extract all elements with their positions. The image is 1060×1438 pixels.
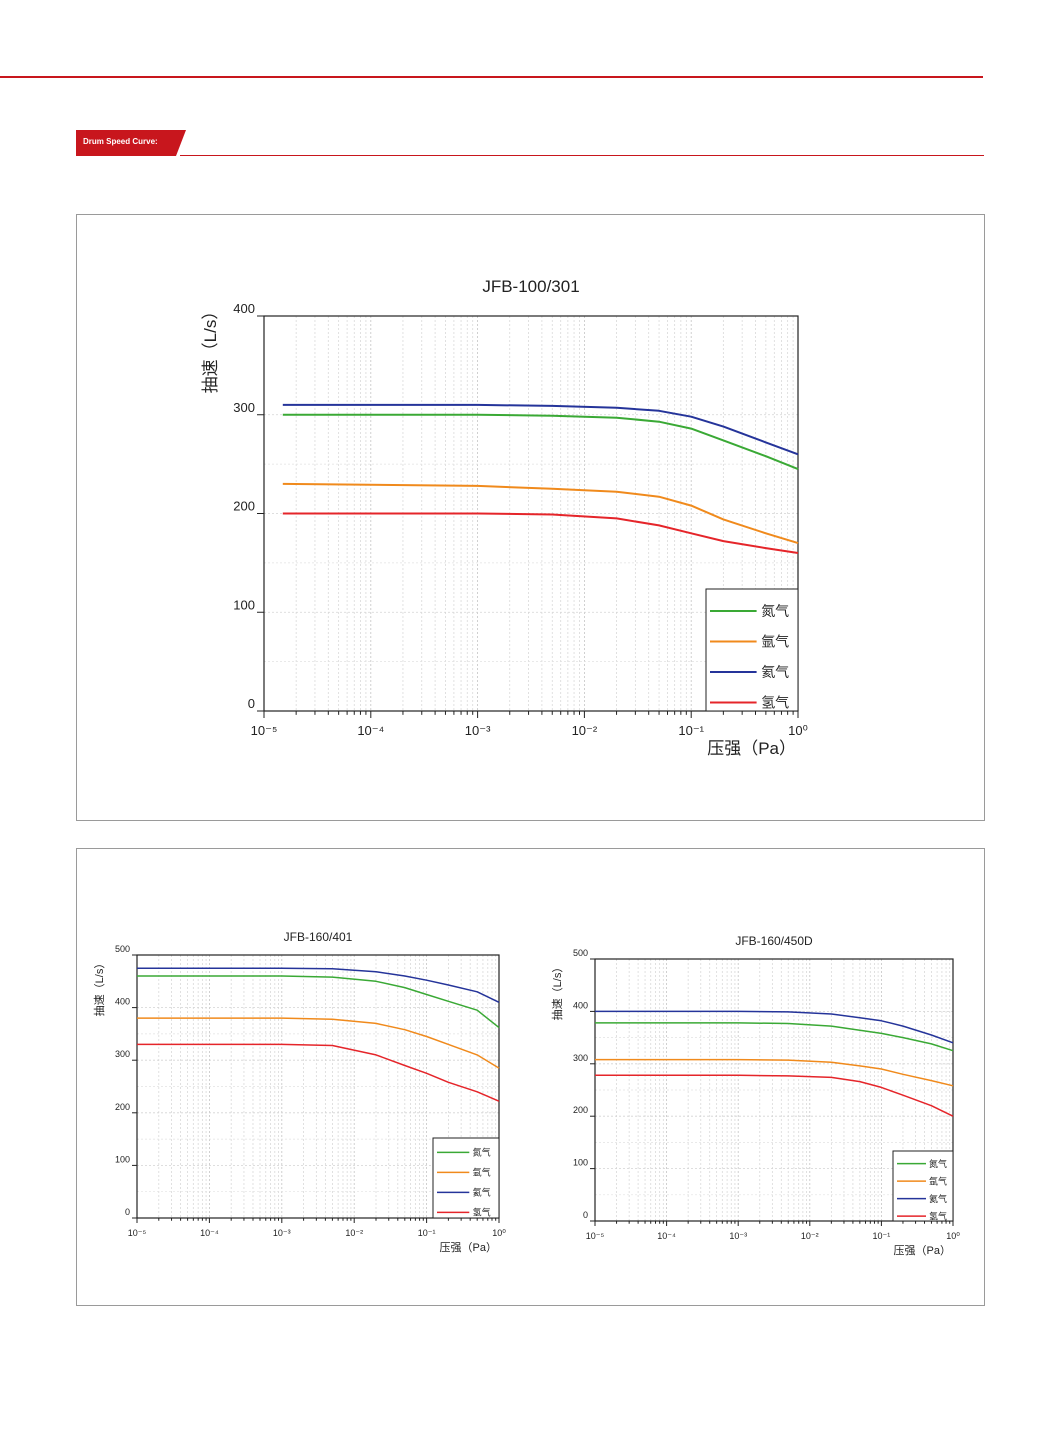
legend-label: 氮气 <box>473 1147 491 1158</box>
y-tick-label: 100 <box>115 1154 130 1164</box>
chart-jfb-160-450d: 0 100 200 300 400 500 10⁻⁵ 10⁻⁴ 10⁻³ 10⁻² 10⁻¹ 10⁰ J… <box>550 934 960 1257</box>
y-tick-label: 500 <box>115 944 130 954</box>
section-tab: Drum Speed Curve: <box>76 130 186 156</box>
series-line <box>595 1022 954 1052</box>
series-line <box>282 482 799 545</box>
legend-label: 氩气 <box>473 1167 491 1178</box>
x-tick-label: 10⁻¹ <box>873 1231 891 1241</box>
y-tick-label: 300 <box>573 1053 588 1063</box>
legend-label: 氢气 <box>929 1210 947 1221</box>
y-tick-label: 300 <box>115 1049 130 1059</box>
y-tick-label: 300 <box>233 400 255 415</box>
y-tick-label: 0 <box>248 696 255 711</box>
x-tick-label: 10⁰ <box>946 1231 960 1241</box>
x-tick-label: 10⁰ <box>788 723 808 738</box>
plot-frame <box>594 958 954 1222</box>
chart-title: JFB-160/401 <box>284 930 353 944</box>
x-tick-label: 10⁻¹ <box>678 723 704 738</box>
series-line <box>137 967 500 1003</box>
chart-panel-top: 0 100 200 300 400 10⁻⁵ 10⁻⁴ 10⁻³ 10⁻² 10⁻¹ 10⁰ JFB-… <box>76 214 985 821</box>
legend-label: 氩气 <box>929 1175 947 1186</box>
series-line <box>137 975 500 1029</box>
legend-box <box>705 588 799 712</box>
legend-label: 氢气 <box>473 1207 491 1218</box>
series-line <box>595 1074 954 1117</box>
legend-label: 氩气 <box>761 633 789 649</box>
x-tick-label: 10⁻² <box>345 1228 363 1238</box>
section-tab-shape <box>76 130 186 156</box>
legend-label: 氦气 <box>761 664 789 680</box>
plot-frame <box>136 954 500 1219</box>
x-tick-label: 10⁻⁵ <box>128 1228 147 1238</box>
x-tick-label: 10⁻⁵ <box>586 1231 605 1241</box>
y-tick-label: 400 <box>573 1000 588 1010</box>
chart-jfb-160-401: 0 100 200 300 400 500 10⁻⁵ 10⁻⁴ 10⁻³ 10⁻² 10⁻¹ 10⁰ J… <box>92 930 506 1254</box>
x-axis-label: 压强（Pa） <box>707 739 796 758</box>
x-tick-label: 10⁻⁵ <box>251 723 278 738</box>
y-tick-label: 200 <box>573 1105 588 1115</box>
chart-panel-bottom: 0 100 200 300 400 500 10⁻⁵ 10⁻⁴ 10⁻³ 10⁻² 10⁻¹ 10⁰ J… <box>76 848 985 1306</box>
chart-title: JFB-160/450D <box>735 934 813 948</box>
x-tick-label: 10⁻⁴ <box>657 1231 676 1241</box>
x-tick-label: 10⁻³ <box>729 1231 747 1241</box>
series-line <box>282 512 799 554</box>
series-line <box>595 1058 954 1087</box>
x-tick-label: 10⁻⁴ <box>357 723 384 738</box>
x-tick-label: 10⁻³ <box>465 723 491 738</box>
y-axis-label: 抽速（L/s） <box>92 958 106 1017</box>
x-tick-label: 10⁻³ <box>273 1228 291 1238</box>
series-line <box>282 413 799 471</box>
y-tick-label: 0 <box>125 1207 130 1217</box>
series-line <box>595 1010 954 1044</box>
x-axis-label: 压强（Pa） <box>894 1244 951 1257</box>
legend-label: 氦气 <box>929 1193 947 1204</box>
x-tick-label: 10⁻² <box>801 1231 819 1241</box>
section-tab-background <box>76 130 186 156</box>
x-axis-label: 压强（Pa） <box>440 1241 497 1254</box>
legend-label: 氮气 <box>929 1158 947 1169</box>
x-tick-label: 10⁻⁴ <box>200 1228 219 1238</box>
series-line <box>137 1043 500 1102</box>
section-title: Drum Speed Curve: <box>83 137 158 146</box>
y-tick-label: 100 <box>573 1158 588 1168</box>
y-tick-label: 0 <box>583 1210 588 1220</box>
chart-title: JFB-100/301 <box>482 277 579 296</box>
x-tick-label: 10⁻¹ <box>418 1228 436 1238</box>
y-tick-label: 200 <box>115 1102 130 1112</box>
y-tick-label: 200 <box>233 499 255 514</box>
legend-label: 氦气 <box>473 1187 491 1198</box>
series-line <box>137 1017 500 1069</box>
series-line <box>282 403 799 456</box>
x-tick-label: 10⁻² <box>572 723 598 738</box>
legend-label: 氮气 <box>761 603 789 619</box>
chart-jfb-100-301: 0 100 200 300 400 10⁻⁵ 10⁻⁴ 10⁻³ 10⁻² 10⁻¹ 10⁰ JFB-… <box>201 277 808 758</box>
section-rule <box>180 155 984 156</box>
y-tick-label: 100 <box>233 597 255 612</box>
top-rule <box>0 76 983 78</box>
y-tick-label: 400 <box>115 997 130 1007</box>
y-tick-label: 500 <box>573 948 588 958</box>
legend-box <box>892 1150 954 1222</box>
y-axis-label: 抽速（L/s） <box>550 962 564 1021</box>
x-tick-label: 10⁰ <box>492 1228 506 1238</box>
legend-box <box>432 1137 500 1219</box>
y-axis-label: 抽速（L/s） <box>201 303 220 394</box>
y-tick-label: 400 <box>233 301 255 316</box>
legend-label: 氢气 <box>761 694 789 710</box>
